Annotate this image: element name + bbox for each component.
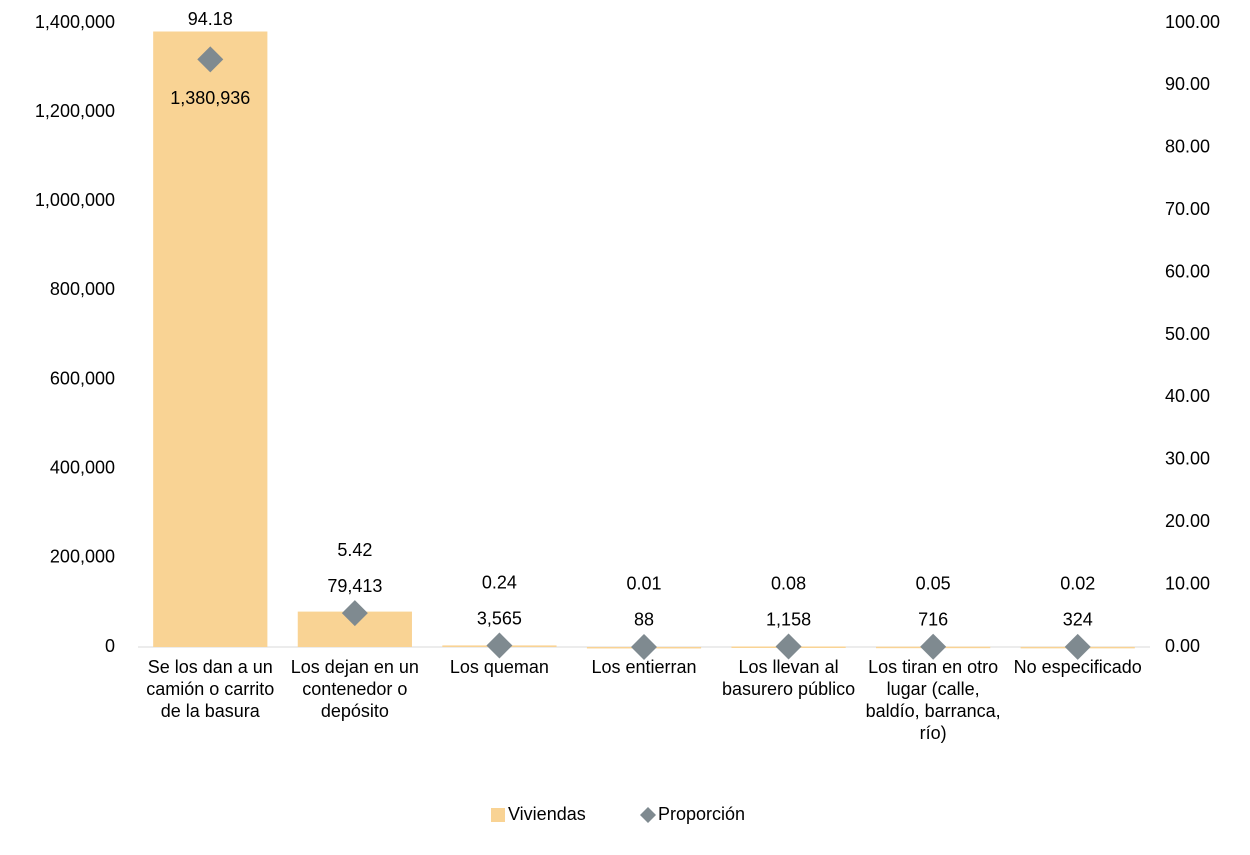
y-tick-label: 1,200,000 [35,101,115,121]
data-label: 79,413 [327,576,382,596]
y2-tick-label: 90.00 [1165,74,1210,94]
bar [153,31,268,648]
y2-tick-label: 10.00 [1165,573,1210,593]
marker [631,633,657,660]
legend-swatch [491,808,505,822]
marker [341,600,368,627]
x-tick-label: Los dejan en un contenedor o depósito [290,657,419,721]
y-tick-label: 200,000 [50,547,115,567]
y2-tick-label: 20.00 [1165,511,1210,531]
y2-tick-label: 60.00 [1165,261,1210,281]
y2-tick-label: 50.00 [1165,324,1210,344]
x-tick-label: Los queman [449,657,549,677]
data-label: 716 [918,609,948,629]
legend-label: Proporción [658,804,745,824]
legend-swatch [640,807,656,823]
data-label: 94.18 [188,9,233,29]
data-label: 0.08 [771,573,806,593]
data-label: 1,380,936 [170,88,250,108]
marker [486,632,513,659]
y-tick-label: 600,000 [50,368,115,388]
legend-label: Viviendas [508,804,586,824]
y-tick-label: 400,000 [50,457,115,477]
marker [1064,633,1091,660]
x-tick-label: No especificado [1013,657,1142,677]
x-tick-label: Los llevan al basurero público [722,657,856,699]
x-tick-label: Los tiran en otro lugar (calle, baldío, … [865,657,1001,743]
y-tick-label: 1,400,000 [35,12,115,32]
y2-tick-label: 70.00 [1165,199,1210,219]
data-label: 1,158 [766,609,811,629]
marker [920,633,947,660]
marker [197,46,224,73]
y2-tick-label: 80.00 [1165,137,1210,157]
y2-tick-label: 100.00 [1165,12,1220,32]
data-label: 88 [634,610,654,630]
data-label: 5.42 [337,540,372,560]
marker [775,633,802,660]
data-label: 0.02 [1060,574,1095,594]
data-label: 0.24 [482,572,517,592]
y2-tick-label: 0.00 [1165,636,1200,656]
data-label: 0.05 [916,573,951,593]
data-label: 324 [1063,610,1093,630]
x-tick-label: Los entierran [591,657,697,677]
x-tick-label: Se los dan a un camión o carrito de la b… [146,657,275,721]
y-tick-label: 1,000,000 [35,190,115,210]
y2-tick-label: 40.00 [1165,386,1210,406]
data-label: 3,565 [477,608,522,628]
y-tick-label: 800,000 [50,279,115,299]
data-label: 0.01 [626,574,661,594]
y-tick-label: 0 [105,636,115,656]
y2-tick-label: 30.00 [1165,449,1210,469]
